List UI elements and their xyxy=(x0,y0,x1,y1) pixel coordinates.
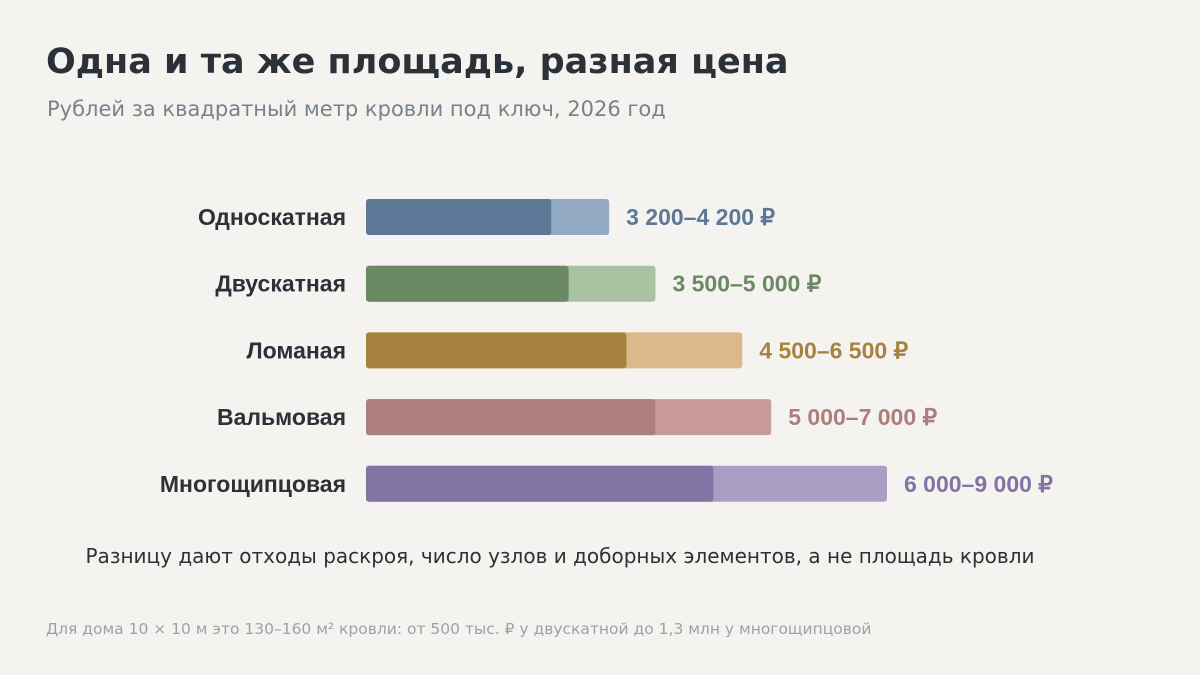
bar-range-min xyxy=(366,399,656,436)
bar-range-min xyxy=(366,265,569,302)
chart-footnote: Для дома 10 × 10 м это 130–160 м² кровли… xyxy=(46,620,872,638)
category-label: Многощипцовая xyxy=(160,471,346,497)
chart-title: Одна и та же площадь, разная цена xyxy=(46,42,789,82)
value-label: 5 000–7 000 ₽ xyxy=(788,404,937,430)
category-label: Ломаная xyxy=(247,337,347,363)
value-label: 3 200–4 200 ₽ xyxy=(626,204,775,230)
value-label: 4 500–6 500 ₽ xyxy=(759,337,908,363)
bar-range-min xyxy=(366,332,627,369)
chart-subtitle: Рублей за квадратный метр кровли под клю… xyxy=(47,97,666,121)
value-label: 3 500–5 000 ₽ xyxy=(672,271,821,297)
category-label: Двускатная xyxy=(215,271,346,297)
chart-takeaway: Разницу дают отходы раскроя, число узлов… xyxy=(85,544,1035,568)
bar-range-min xyxy=(366,199,552,235)
bar-range-min xyxy=(366,465,714,502)
category-label: Вальмовая xyxy=(217,404,346,430)
category-label: Односкатная xyxy=(198,204,346,230)
value-label: 6 000–9 000 ₽ xyxy=(904,471,1053,497)
